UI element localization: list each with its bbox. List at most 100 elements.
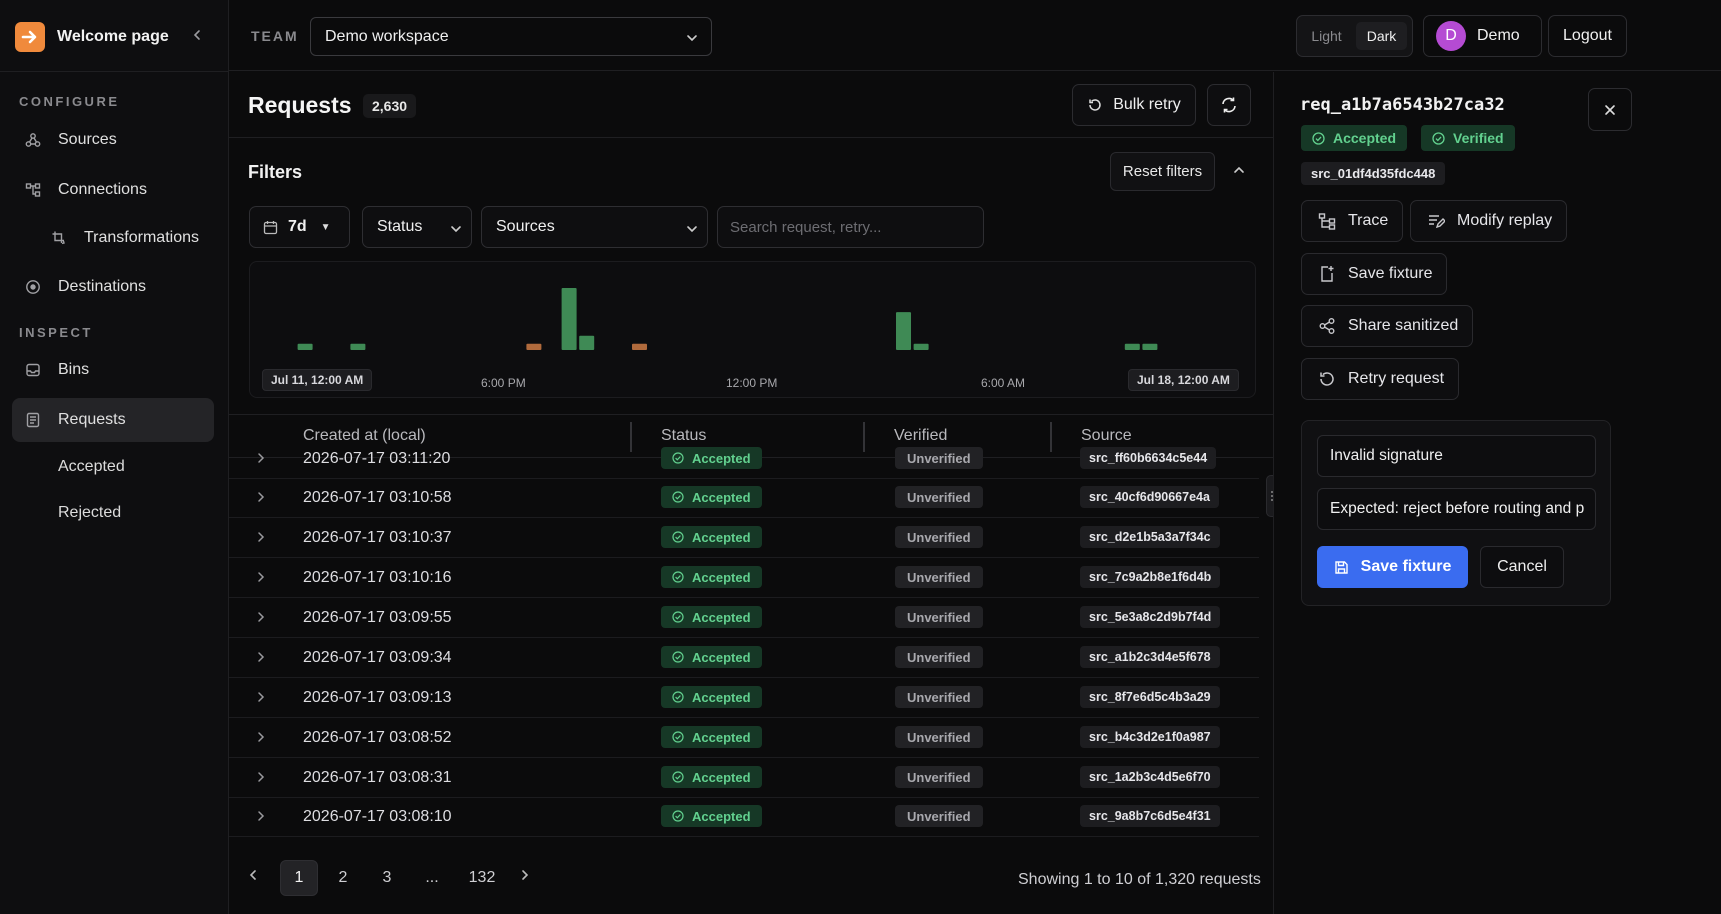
app-logo-icon[interactable] — [15, 22, 45, 52]
page-button-2[interactable]: 2 — [338, 869, 348, 886]
sidebar-item-accepted[interactable]: Accepted — [58, 458, 125, 475]
retry-request-label: Retry request — [1348, 370, 1445, 387]
chevron-up-icon[interactable] — [1232, 163, 1246, 177]
check-circle-icon — [672, 452, 684, 464]
table-row[interactable]: 2026-07-17 03:08:10 Accepted Unverified src… — [229, 797, 1259, 837]
sidebar-item-connections[interactable]: Connections — [12, 168, 214, 212]
modify-replay-button[interactable]: Modify replay — [1410, 200, 1568, 242]
share-sanitized-button[interactable]: Share sanitized — [1301, 305, 1474, 347]
histogram-bar[interactable] — [1142, 343, 1158, 350]
fixture-save-button[interactable]: Save fixture — [1317, 546, 1468, 588]
source-tag: src_ff60b6634c5e44 — [1080, 447, 1217, 469]
chevron-right-icon[interactable] — [255, 491, 267, 503]
histogram-bar[interactable] — [579, 335, 595, 350]
chevron-right-icon[interactable] — [255, 452, 267, 464]
collapse-sidebar-icon[interactable] — [190, 28, 204, 42]
table-row[interactable]: 2026-07-17 03:09:55 Accepted Unverified src… — [229, 598, 1259, 638]
close-icon — [1603, 103, 1617, 117]
histogram-bar[interactable] — [1124, 343, 1140, 350]
section-label-inspect: INSPECT — [19, 325, 93, 340]
next-page-button[interactable] — [518, 868, 532, 882]
histogram-bar[interactable] — [526, 343, 542, 350]
sidebar-item-label: Connections — [58, 181, 147, 198]
chevron-right-icon[interactable] — [255, 571, 267, 583]
status-badge: Accepted — [661, 726, 762, 748]
refresh-button[interactable] — [1207, 84, 1251, 126]
sidebar-item-label: Destinations — [58, 278, 147, 295]
status-badge-label: Accepted — [692, 649, 751, 665]
column-resizer[interactable] — [863, 422, 865, 452]
status-badge: Accepted — [661, 447, 762, 469]
share-sanitized-label: Share sanitized — [1348, 317, 1459, 334]
sidebar-item-destinations[interactable]: Destinations — [12, 265, 214, 309]
chevron-right-icon[interactable] — [255, 611, 267, 623]
sidebar-item-rejected[interactable]: Rejected — [58, 504, 122, 521]
save-fixture-button[interactable]: Save fixture — [1301, 253, 1448, 295]
table-row[interactable]: 2026-07-17 03:10:37 Accepted Unverified src… — [229, 518, 1259, 558]
verified-badge: Unverified — [895, 686, 983, 708]
sidebar-item-requests[interactable]: Requests — [12, 398, 214, 442]
column-header-verified[interactable]: Verified — [894, 427, 948, 444]
column-header-status[interactable]: Status — [661, 427, 707, 444]
table-row[interactable]: 2026-07-17 03:09:13 Accepted Unverified src… — [229, 678, 1259, 718]
chevron-right-icon[interactable] — [255, 731, 267, 743]
chevron-right-icon[interactable] — [255, 691, 267, 703]
fixture-cancel-button[interactable]: Cancel — [1480, 546, 1564, 588]
fixture-expected-input[interactable] — [1317, 488, 1596, 530]
page-button-1[interactable]: 1 — [280, 860, 318, 896]
close-panel-button[interactable] — [1588, 88, 1632, 131]
histogram-bar[interactable] — [350, 343, 366, 350]
column-header-source[interactable]: Source — [1081, 427, 1132, 444]
sidebar-item-sources[interactable]: Sources — [12, 118, 214, 162]
page-button-3[interactable]: 3 — [382, 869, 392, 886]
status-badge-label: Accepted — [692, 769, 751, 785]
table-row[interactable]: 2026-07-17 03:10:58 Accepted Unverified src… — [229, 478, 1259, 518]
prev-page-button[interactable] — [246, 868, 260, 882]
histogram-bar[interactable] — [561, 288, 577, 350]
sidebar-item-transformations[interactable]: Transformations — [38, 216, 214, 260]
edit-lines-icon — [1427, 212, 1457, 230]
column-resizer[interactable] — [630, 422, 632, 452]
date-range-select[interactable]: 7d ▼ — [249, 206, 350, 248]
table-row[interactable]: 2026-07-17 03:11:20 Accepted Unverified src… — [229, 439, 1259, 479]
trace-label: Trace — [1348, 212, 1389, 229]
column-resizer[interactable] — [1050, 422, 1052, 452]
check-circle-icon — [1312, 131, 1333, 145]
bulk-retry-button[interactable]: Bulk retry — [1072, 84, 1196, 126]
reset-filters-button[interactable]: Reset filters — [1110, 152, 1215, 191]
table-row[interactable]: 2026-07-17 03:09:34 Accepted Unverified src… — [229, 638, 1259, 678]
sources-filter-select[interactable]: Sources — [481, 206, 708, 248]
team-label: TEAM — [251, 28, 299, 44]
chevron-down-icon — [685, 222, 699, 236]
status-badge-label: Accepted — [692, 450, 751, 466]
histogram-bar[interactable] — [896, 312, 911, 350]
sidebar-item-label: Requests — [58, 411, 126, 428]
trace-button[interactable]: Trace — [1301, 200, 1404, 242]
table-row[interactable]: 2026-07-17 03:08:31 Accepted Unverified src… — [229, 758, 1259, 798]
search-input[interactable] — [717, 206, 984, 248]
theme-light-option[interactable]: Light — [1311, 28, 1342, 44]
column-header-created[interactable]: Created at (local) — [303, 427, 426, 444]
page-button-last[interactable]: 132 — [468, 869, 496, 886]
table-row[interactable]: 2026-07-17 03:08:52 Accepted Unverified src… — [229, 718, 1259, 758]
theme-dark-option[interactable]: Dark — [1356, 22, 1407, 50]
histogram-bar[interactable] — [632, 343, 647, 350]
table-row[interactable]: 2026-07-17 03:10:16 Accepted Unverified src… — [229, 558, 1259, 598]
sidebar-item-bins[interactable]: Bins — [12, 348, 214, 392]
status-filter-select[interactable]: Status — [362, 206, 472, 248]
app-title[interactable]: Welcome page — [57, 28, 169, 45]
workspace-select[interactable]: Demo workspace — [310, 17, 712, 56]
chevron-right-icon[interactable] — [255, 810, 267, 822]
retry-request-button[interactable]: Retry request — [1301, 358, 1460, 400]
chevron-right-icon[interactable] — [255, 771, 267, 783]
chevron-right-icon[interactable] — [255, 531, 267, 543]
destinations-icon — [25, 279, 41, 295]
user-menu-button[interactable]: D Demo — [1423, 15, 1542, 57]
histogram-bar[interactable] — [913, 343, 929, 350]
histogram-bar[interactable] — [297, 343, 313, 350]
chevron-right-icon[interactable] — [255, 651, 267, 663]
fixture-name-input[interactable] — [1317, 435, 1596, 477]
logout-button[interactable]: Logout — [1548, 15, 1627, 57]
verified-badge: Unverified — [895, 646, 983, 668]
status-badge: Accepted — [661, 486, 762, 508]
